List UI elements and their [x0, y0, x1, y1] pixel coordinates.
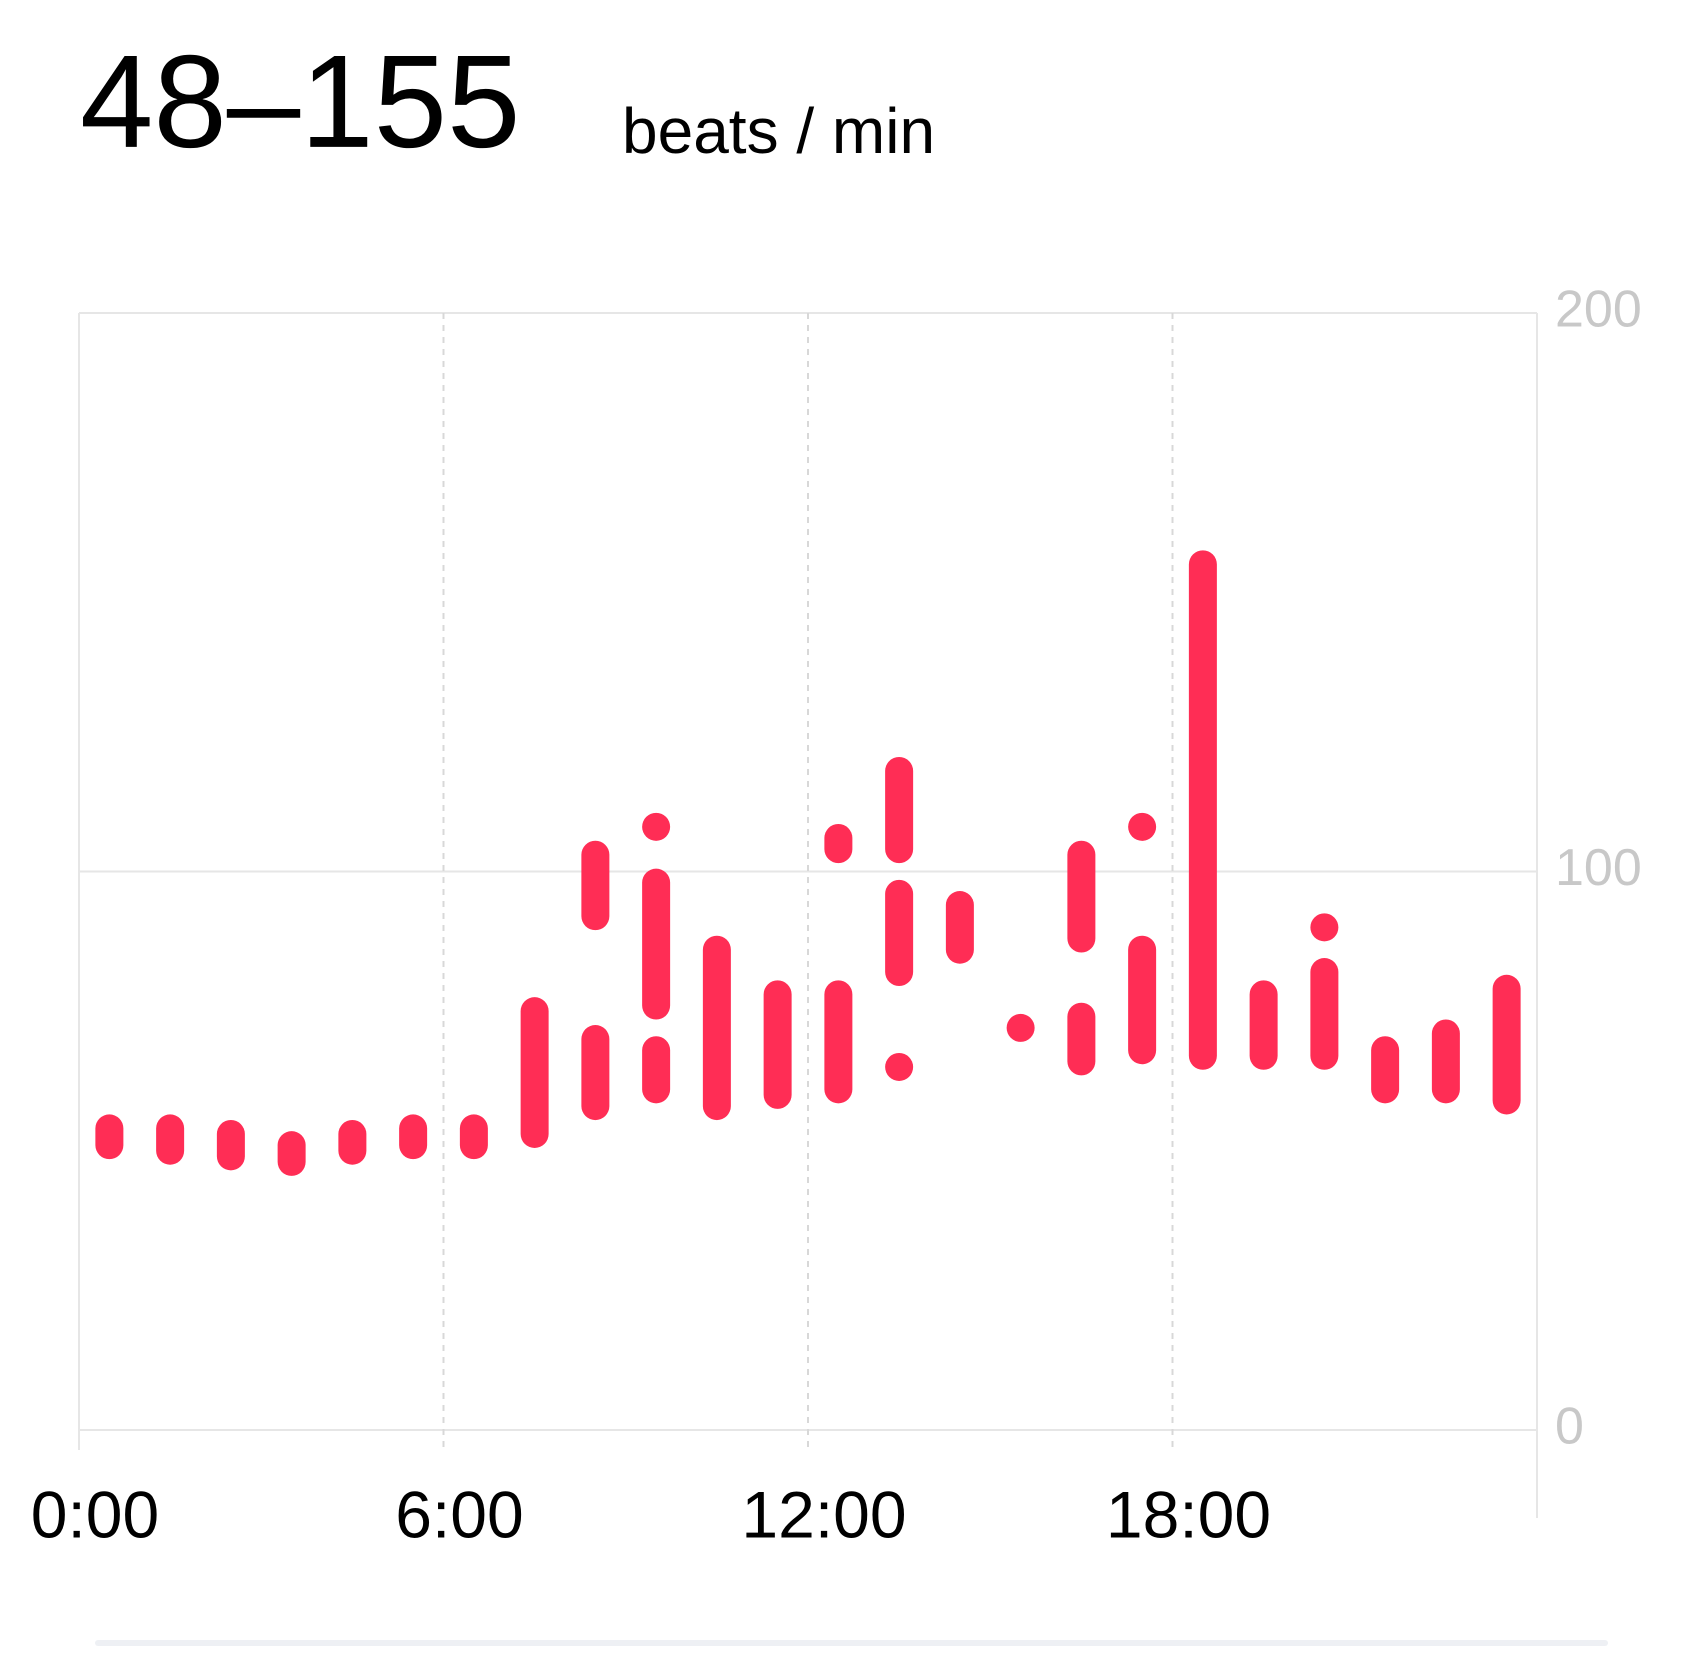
y-tick-label: 100 — [1555, 839, 1642, 897]
heart-rate-range — [581, 840, 610, 931]
heart-rate-range — [1492, 974, 1521, 1115]
heart-rate-range — [1067, 1002, 1096, 1076]
heart-rate-range — [1371, 1036, 1400, 1104]
x-tick-label: 6:00 — [395, 1477, 523, 1551]
heart-rate-range — [642, 868, 671, 1020]
heart-rate-range — [95, 1114, 124, 1160]
unit-label: beats / min — [622, 95, 935, 167]
heart-rate-range — [885, 756, 914, 864]
heart-rate-range — [1249, 980, 1278, 1070]
heart-rate-range — [763, 980, 792, 1109]
heart-rate-range — [156, 1114, 185, 1165]
heart-rate-range — [1310, 958, 1339, 1070]
heart-rate-range — [1431, 1019, 1460, 1104]
heart-rate-range — [702, 935, 731, 1121]
x-tick-label: 18:00 — [1106, 1477, 1271, 1551]
heart-rate-range — [216, 1119, 245, 1171]
heart-rate-range — [642, 1036, 671, 1104]
heart-rate-range — [277, 1131, 306, 1176]
heart-rate-range — [642, 812, 671, 841]
heart-rate-range — [1188, 550, 1217, 1070]
heart-rate-range — [885, 1052, 914, 1081]
heart-rate-range — [945, 891, 974, 964]
range-value: 48–155 — [80, 28, 520, 175]
heart-rate-range — [520, 997, 549, 1148]
heart-rate-range — [1128, 935, 1157, 1065]
heart-rate-range — [459, 1114, 488, 1160]
heart-rate-range — [824, 823, 853, 864]
x-tick-label: 0:00 — [31, 1477, 159, 1551]
heart-rate-range — [399, 1114, 428, 1160]
y-tick-label: 0 — [1555, 1398, 1584, 1456]
heart-rate-range — [581, 1025, 610, 1121]
heart-rate-range — [885, 879, 914, 987]
heart-rate-range — [1310, 913, 1339, 942]
heart-rate-range — [824, 980, 853, 1104]
heart-rate-range — [1128, 812, 1157, 841]
x-tick-label: 12:00 — [741, 1477, 906, 1551]
heart-rate-range — [1067, 840, 1096, 953]
heart-rate-range — [1006, 1013, 1035, 1042]
heart-rate-range — [338, 1119, 367, 1165]
y-tick-label: 200 — [1555, 281, 1642, 339]
